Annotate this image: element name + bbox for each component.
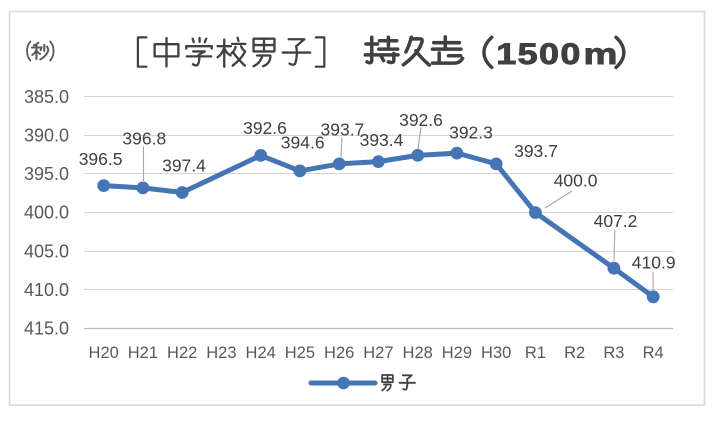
svg-text:392.3: 392.3 <box>449 123 493 143</box>
svg-text:396.8: 396.8 <box>122 128 166 148</box>
svg-text:410.0: 410.0 <box>24 280 69 300</box>
svg-text:H20: H20 <box>89 344 119 362</box>
svg-text:405.0: 405.0 <box>24 241 69 261</box>
svg-text:H24: H24 <box>246 344 276 362</box>
svg-text:H25: H25 <box>285 344 315 362</box>
svg-text:397.4: 397.4 <box>162 155 206 175</box>
svg-text:410.9: 410.9 <box>632 252 676 272</box>
svg-text:R1: R1 <box>525 344 546 362</box>
svg-text:390.0: 390.0 <box>24 125 69 145</box>
svg-text:400.0: 400.0 <box>24 203 69 223</box>
svg-text:R4: R4 <box>643 344 664 362</box>
svg-text:H23: H23 <box>206 344 236 362</box>
svg-text:393.4: 393.4 <box>360 130 404 150</box>
svg-text:R3: R3 <box>603 344 624 362</box>
svg-text:1500: 1500 <box>496 38 582 71</box>
svg-text:407.2: 407.2 <box>594 211 638 231</box>
svg-text:R2: R2 <box>564 344 585 362</box>
svg-text:400.0: 400.0 <box>554 171 598 191</box>
svg-text:392.6: 392.6 <box>243 118 287 138</box>
svg-text:395.0: 395.0 <box>24 164 69 184</box>
svg-text:H29: H29 <box>442 344 472 362</box>
svg-text:H22: H22 <box>167 344 197 362</box>
svg-text:415.0: 415.0 <box>24 319 69 339</box>
svg-text:393.7: 393.7 <box>321 120 365 140</box>
svg-text:m: m <box>584 38 618 71</box>
svg-text:392.6: 392.6 <box>399 110 443 130</box>
svg-text:H27: H27 <box>363 344 393 362</box>
svg-text:H21: H21 <box>128 344 158 362</box>
svg-text:394.6: 394.6 <box>281 133 325 153</box>
svg-text:H28: H28 <box>403 344 433 362</box>
svg-text:396.5: 396.5 <box>79 149 123 169</box>
svg-text:385.0: 385.0 <box>24 87 69 107</box>
svg-text:H30: H30 <box>481 344 511 362</box>
svg-text:393.7: 393.7 <box>514 141 558 161</box>
svg-text:H26: H26 <box>324 344 354 362</box>
